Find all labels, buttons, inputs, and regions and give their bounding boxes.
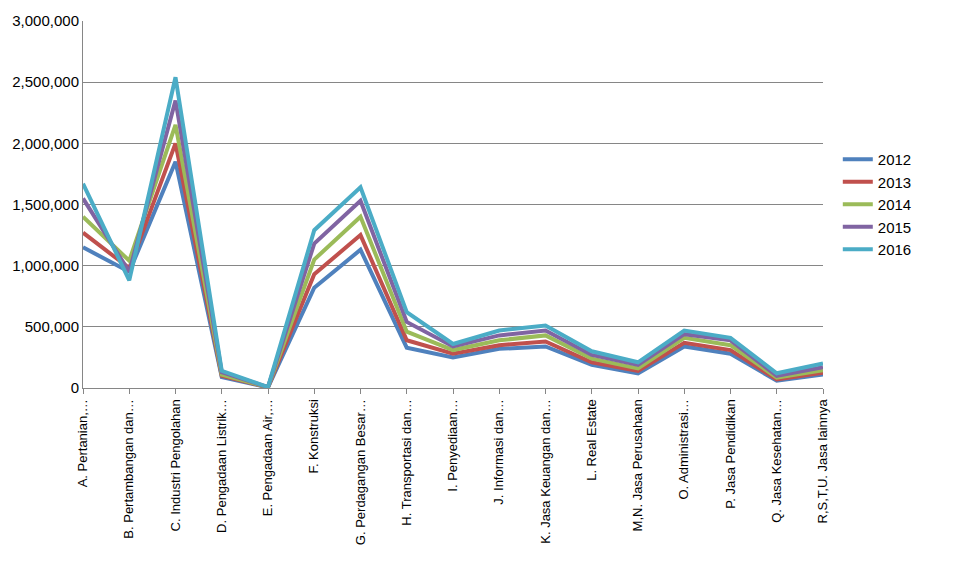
svg-text:M,N. Jasa Perusahaan: M,N. Jasa Perusahaan xyxy=(630,399,645,531)
svg-text:D. Pengadaan Listrik…: D. Pengadaan Listrik… xyxy=(214,399,229,533)
svg-text:F. Konstruksi: F. Konstruksi xyxy=(306,399,321,474)
svg-text:2,500,000: 2,500,000 xyxy=(12,73,79,90)
svg-text:C. Industri Pengolahan: C. Industri Pengolahan xyxy=(168,399,183,531)
svg-text:Q. Jasa Kesehatan…: Q. Jasa Kesehatan… xyxy=(769,399,784,523)
svg-text:H. Transportasi dan…: H. Transportasi dan… xyxy=(399,399,414,525)
svg-text:2,000,000: 2,000,000 xyxy=(12,135,79,152)
svg-text:1,000,000: 1,000,000 xyxy=(12,257,79,274)
svg-text:R,S,T,U. Jasa lainnya: R,S,T,U. Jasa lainnya xyxy=(815,398,830,523)
svg-text:J. Informasi dan…: J. Informasi dan… xyxy=(491,399,506,505)
svg-text:2013: 2013 xyxy=(878,174,911,191)
svg-text:2014: 2014 xyxy=(878,196,911,213)
svg-text:A. Pertanian,…: A. Pertanian,… xyxy=(75,399,90,487)
svg-text:I. Penyediaan…: I. Penyediaan… xyxy=(445,399,460,492)
svg-text:B. Pertambangan dan…: B. Pertambangan dan… xyxy=(121,399,136,538)
svg-text:1,500,000: 1,500,000 xyxy=(12,196,79,213)
svg-text:2016: 2016 xyxy=(878,241,911,258)
svg-text:K. Jasa Keuangan dan…: K. Jasa Keuangan dan… xyxy=(538,399,553,544)
svg-text:3,000,000: 3,000,000 xyxy=(12,12,79,29)
svg-text:2012: 2012 xyxy=(878,151,911,168)
svg-text:2015: 2015 xyxy=(878,219,911,236)
svg-text:0: 0 xyxy=(71,379,79,396)
svg-text:E. Pengadaan Air,…: E. Pengadaan Air,… xyxy=(260,399,275,516)
svg-text:500,000: 500,000 xyxy=(25,318,79,335)
svg-text:O. Administrasi…: O. Administrasi… xyxy=(676,399,691,499)
svg-text:G. Perdagangan Besar…: G. Perdagangan Besar… xyxy=(353,399,368,545)
svg-text:L. Real Estate: L. Real Estate xyxy=(584,399,599,481)
svg-text:P. Jasa Pendidikan: P. Jasa Pendidikan xyxy=(723,399,738,509)
